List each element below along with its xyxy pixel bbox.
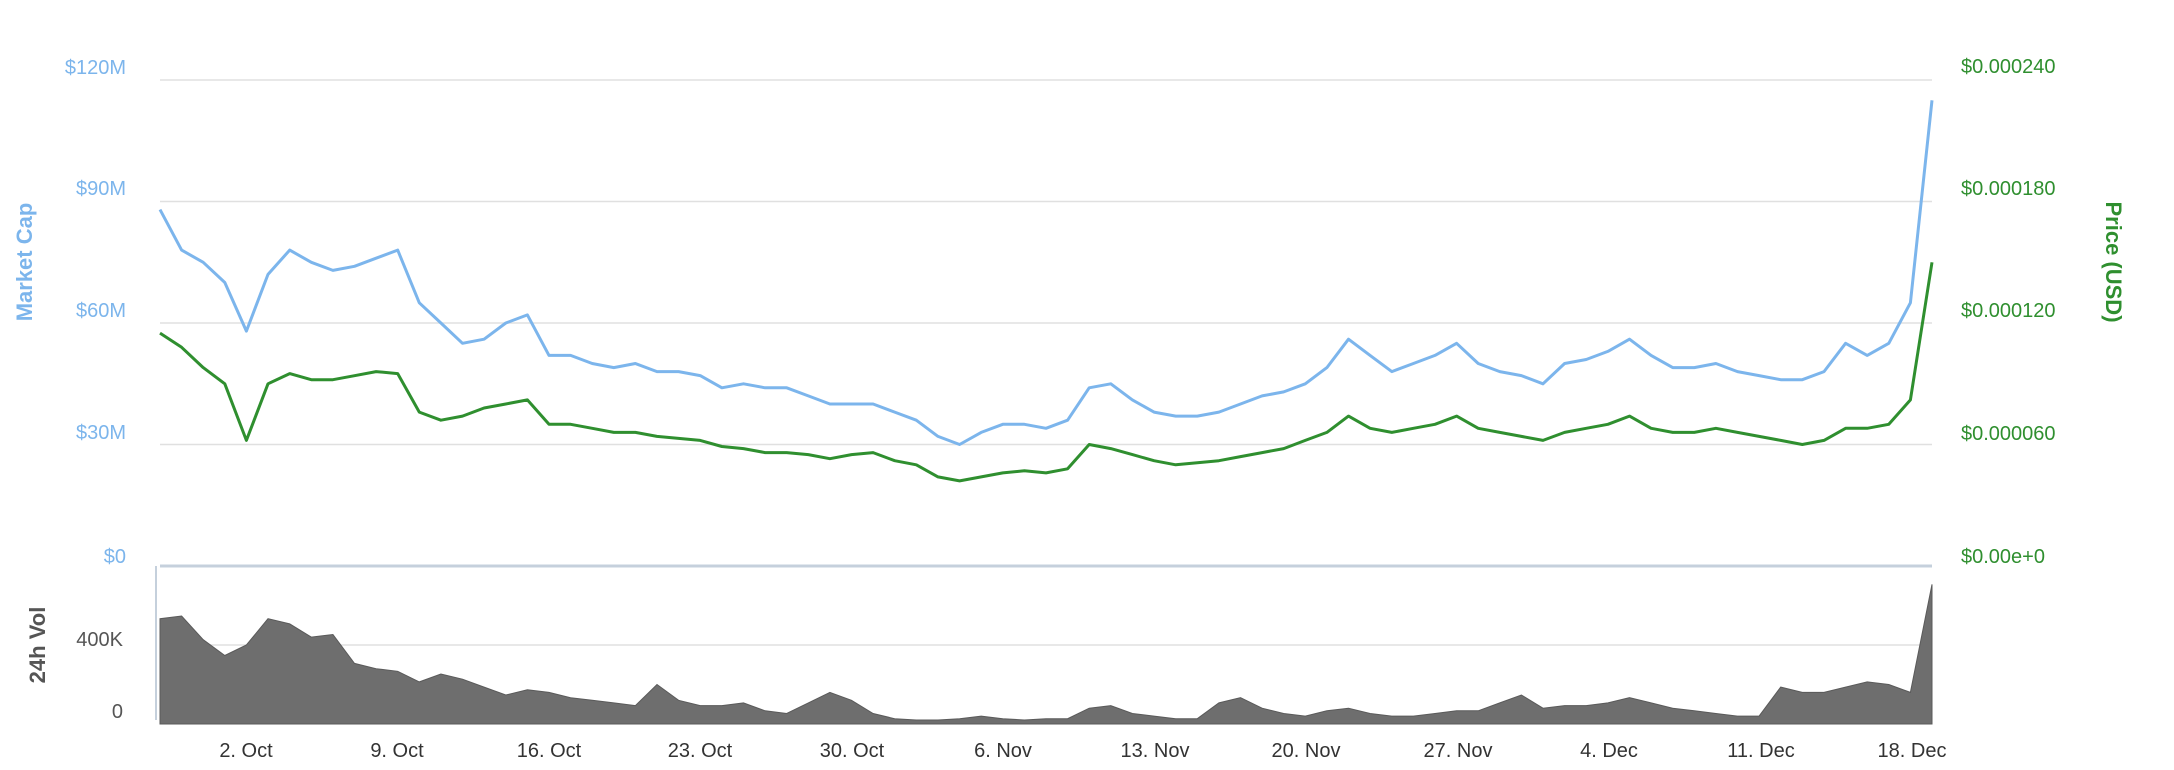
right-axis-title: Price (USD) bbox=[2101, 201, 2126, 322]
x-axis: 2. Oct 9. Oct 16. Oct 23. Oct 30. Oct 6.… bbox=[219, 740, 1946, 762]
volume-series bbox=[159, 584, 1933, 725]
x-tick-label: 23. Oct bbox=[668, 740, 733, 762]
left-axis: $120M $90M $60M $30M $0 Market Cap bbox=[12, 57, 126, 568]
left-axis-title: Market Cap bbox=[12, 203, 37, 322]
left-tick-label: $0 bbox=[104, 546, 126, 568]
left-tick-label: $60M bbox=[76, 300, 126, 322]
x-tick-label: 30. Oct bbox=[820, 740, 885, 762]
x-tick-label: 20. Nov bbox=[1272, 740, 1341, 762]
market-cap-line bbox=[158, 100, 1934, 446]
x-tick-label: 6. Nov bbox=[974, 740, 1032, 762]
left-tick-label: $90M bbox=[76, 178, 126, 200]
x-tick-label: 27. Nov bbox=[1424, 740, 1493, 762]
x-tick-label: 18. Dec bbox=[1878, 740, 1947, 762]
right-tick-label: $0.00e+0 bbox=[1961, 546, 2045, 568]
x-tick-label: 13. Nov bbox=[1121, 740, 1190, 762]
volume-axis-title: 24h Vol bbox=[25, 607, 50, 684]
right-tick-label: $0.000120 bbox=[1961, 300, 2056, 322]
right-tick-label: $0.000180 bbox=[1961, 178, 2056, 200]
line-series bbox=[158, 100, 1934, 483]
price-line bbox=[159, 262, 1934, 483]
right-tick-label: $0.000240 bbox=[1961, 56, 2056, 78]
x-tick-label: 11. Dec bbox=[1727, 740, 1794, 762]
main-grid bbox=[160, 79, 1932, 446]
right-axis: $0.000240 $0.000180 $0.000120 $0.000060 … bbox=[1961, 56, 2126, 568]
volume-axis: 400K 0 24h Vol bbox=[25, 607, 124, 723]
left-tick-label: $30M bbox=[76, 422, 126, 444]
x-tick-label: 4. Dec bbox=[1580, 740, 1638, 762]
volume-area bbox=[159, 584, 1933, 725]
volume-grid bbox=[155, 564, 1932, 720]
volume-tick-label: 0 bbox=[112, 701, 123, 723]
volume-tick-label: 400K bbox=[76, 629, 123, 651]
left-tick-label: $120M bbox=[65, 57, 126, 79]
x-tick-label: 2. Oct bbox=[219, 740, 273, 762]
x-tick-label: 16. Oct bbox=[517, 740, 582, 762]
x-tick-label: 9. Oct bbox=[370, 740, 424, 762]
right-tick-label: $0.000060 bbox=[1961, 423, 2056, 445]
